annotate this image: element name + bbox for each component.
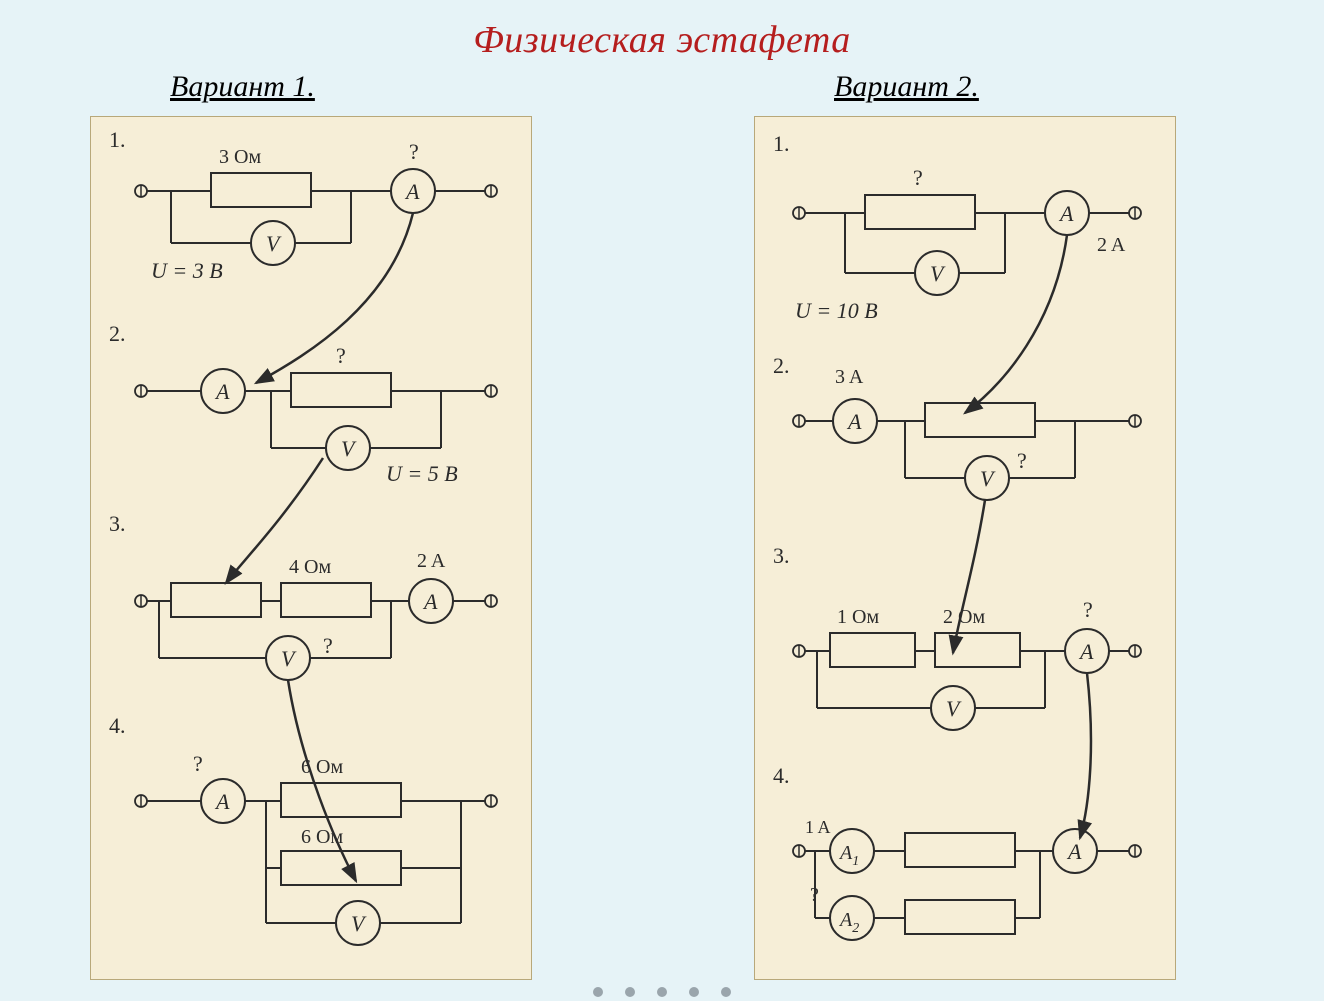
variant-2-title: Вариант 2. — [834, 70, 1274, 104]
v2-p4-A1: A1 — [838, 842, 859, 869]
v1-p3-Vmark: ? — [323, 633, 333, 658]
variant-1-column: Вариант 1. 1. 3 Ом A ? — [50, 62, 610, 980]
v1-p4-Amark: ? — [193, 751, 203, 776]
v2-p1-Aval: 2 A — [1097, 234, 1126, 256]
variant-1-svg: 1. 3 Ом A ? V U = 3 B — [91, 123, 531, 973]
v2-p1-Rmark: ? — [913, 165, 923, 190]
v1-p3-Aval: 2 A — [417, 550, 446, 572]
v2-p3-num: 3. — [773, 543, 790, 568]
columns-wrap: Вариант 1. 1. 3 Ом A ? — [0, 62, 1324, 980]
v2-p4-A: A — [1066, 839, 1082, 864]
v1-p3-r2: 4 Ом — [289, 556, 331, 578]
v2-p1-U: U = 10 B — [795, 298, 878, 323]
v2-p1-V: V — [930, 261, 946, 286]
v2-p3-r1: 1 Ом — [837, 606, 879, 628]
v2-p4-A2: A2 — [838, 909, 859, 936]
v1-p4-A: A — [214, 789, 230, 814]
v1-p1-V: V — [266, 231, 282, 256]
v2-p2-A: A — [846, 409, 862, 434]
v2-p3-r2: 2 Ом — [943, 606, 985, 628]
v1-p4-rbot: 6 Ом — [301, 826, 343, 848]
v2-p3-A: A — [1078, 639, 1094, 664]
v1-p1-U: U = 3 B — [151, 258, 223, 283]
v2-p3-Amark: ? — [1083, 597, 1093, 622]
v1-p2-U: U = 5 B — [386, 461, 458, 486]
v2-p4-num: 4. — [773, 763, 790, 788]
v1-p4-V: V — [351, 911, 367, 936]
v2-p3-V: V — [946, 696, 962, 721]
v1-p1-num: 1. — [109, 127, 126, 152]
v1-p1-Amark: ? — [409, 139, 419, 164]
v2-p2-num: 2. — [773, 353, 790, 378]
v1-p2-A: A — [214, 379, 230, 404]
variant-2-svg: 1. ? A 2 A V U = 10 B — [755, 123, 1175, 973]
v1-p4-num: 4. — [109, 713, 126, 738]
v2-p4-A1val: 1 A — [805, 817, 831, 837]
v2-p2-V: V — [980, 466, 996, 491]
variant-1-panel: 1. 3 Ом A ? V U = 3 B — [90, 116, 532, 980]
v2-p2-Aval: 3 A — [835, 366, 864, 388]
v1-p4-rtop: 6 Ом — [301, 756, 343, 778]
v1-p3-num: 3. — [109, 511, 126, 536]
page-title: Физическая эстафета — [0, 0, 1324, 62]
v1-p1-r: 3 Ом — [219, 146, 261, 168]
v1-p1-A: A — [404, 179, 420, 204]
variant-2-column: Вариант 2. 1. ? A 2 A — [714, 62, 1274, 980]
v1-p2-V: V — [341, 436, 357, 461]
v1-p2-Rmark: ? — [336, 343, 346, 368]
variant-1-title: Вариант 1. — [170, 70, 610, 104]
pagination-dots — [593, 987, 731, 997]
variant-2-panel: 1. ? A 2 A V U = 10 B — [754, 116, 1176, 980]
v2-p2-Vmark: ? — [1017, 448, 1027, 473]
v1-p2-num: 2. — [109, 321, 126, 346]
v1-p3-A: A — [422, 589, 438, 614]
v2-p1-A: A — [1058, 201, 1074, 226]
v1-p3-V: V — [281, 646, 297, 671]
v2-p1-num: 1. — [773, 131, 790, 156]
